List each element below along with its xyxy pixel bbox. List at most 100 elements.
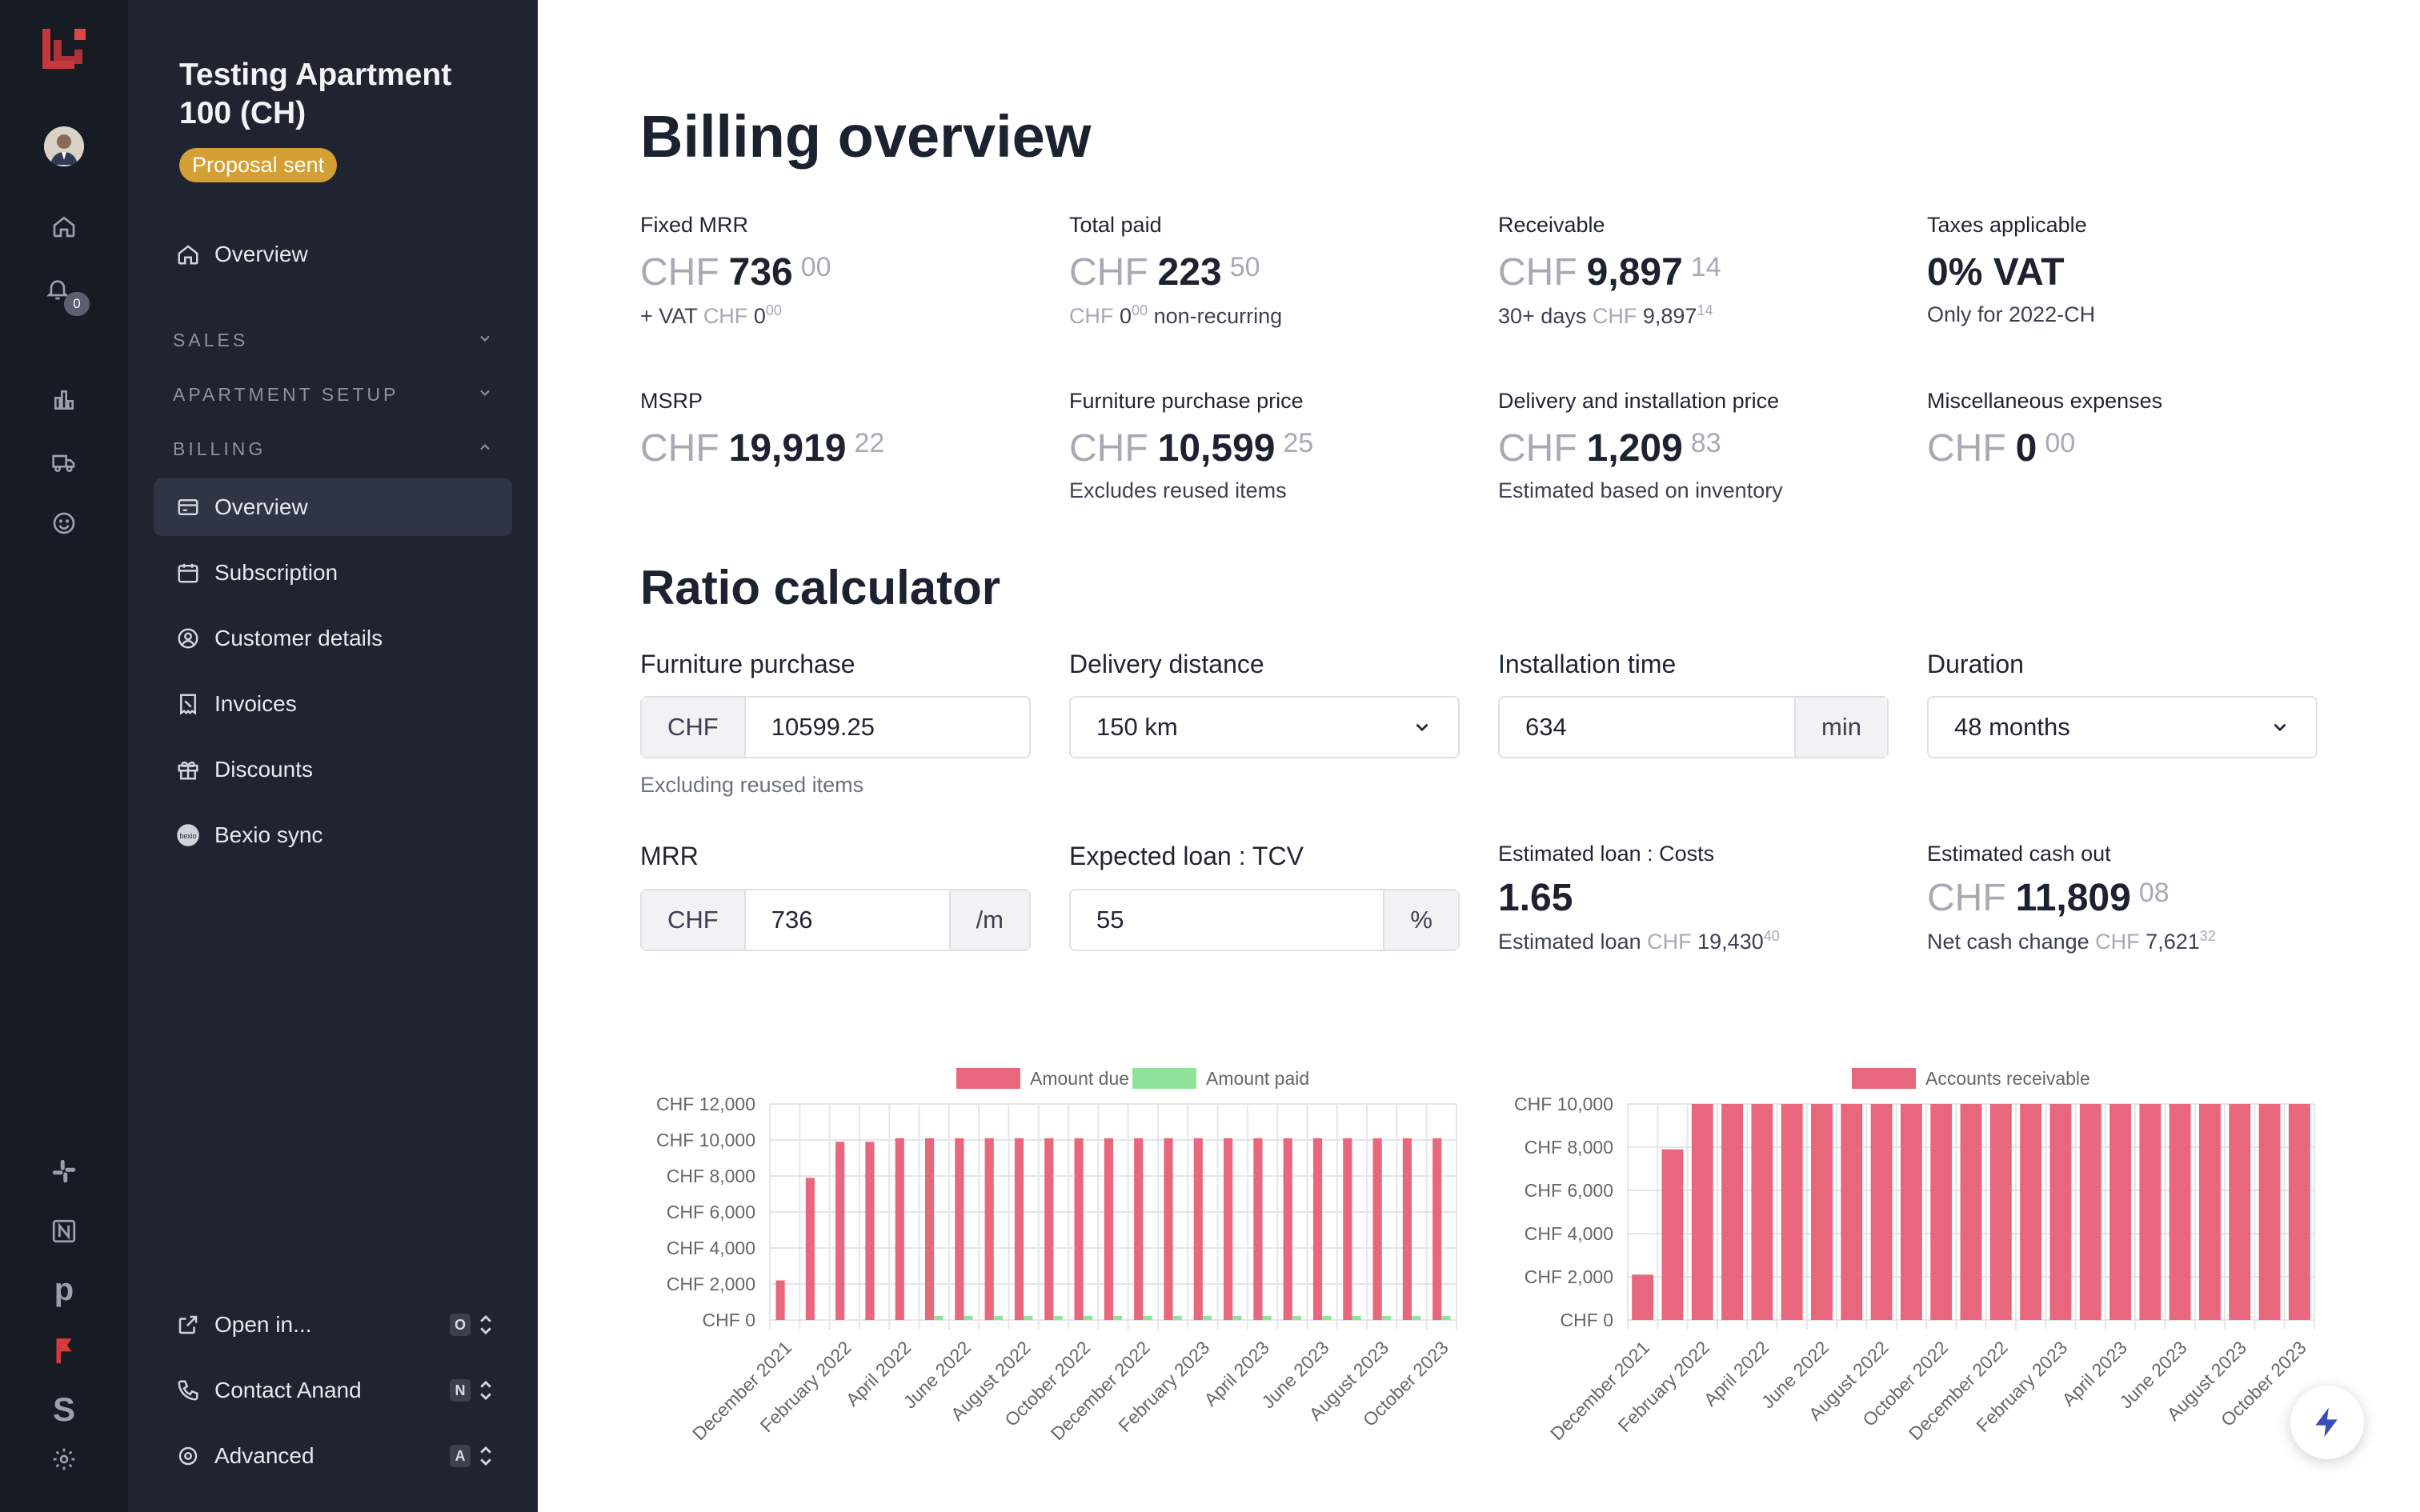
stat-fixed-mrr: Fixed MRR CHF 736 00 + VAT CHF 000 [640, 213, 1056, 329]
flag-icon[interactable] [49, 1334, 79, 1366]
stat-sub: CHF 000 non-recurring [1069, 302, 1485, 329]
chevron-down-icon [2274, 723, 2286, 732]
bar [1402, 1138, 1412, 1320]
notification-count-badge: 0 [64, 292, 90, 316]
chart-icon[interactable] [50, 386, 78, 414]
contact-label: Contact Anand [214, 1378, 362, 1402]
y-tick-label: CHF 8,000 [667, 1166, 755, 1186]
open-in-button[interactable]: Open in... O [154, 1296, 512, 1354]
section-sales[interactable]: SALES [173, 330, 493, 351]
installation-time-input[interactable]: 634 [1525, 713, 1567, 741]
contact-button[interactable]: Contact Anand N [154, 1362, 512, 1419]
duration-select[interactable]: 48 months [1927, 696, 2318, 758]
bell-icon[interactable]: 0 [40, 276, 90, 316]
stat-currency: CHF [1069, 427, 1148, 470]
bar [1381, 1315, 1391, 1320]
stat-label: Estimated loan : Costs [1498, 842, 1715, 866]
y-tick-label: CHF 12,000 [656, 1094, 755, 1114]
sub-cents: 00 [1132, 302, 1148, 318]
sidebar-item-label: Overview [214, 494, 308, 519]
advanced-button[interactable]: Advanced A [154, 1427, 512, 1485]
mrr-field[interactable]: CHF 736 /m [640, 889, 1031, 951]
installation-time-field[interactable]: 634 min [1498, 696, 1889, 758]
legend-swatch [956, 1068, 1020, 1089]
bexio-icon: bexio [174, 822, 202, 849]
sidebar-item-billing-overview[interactable]: Overview [154, 478, 512, 536]
stat-value: 0% VAT [1927, 250, 2343, 294]
quick-action-button[interactable] [2290, 1386, 2364, 1459]
stat-currency: CHF [1069, 251, 1148, 294]
stat-label: Total paid [1069, 213, 1162, 237]
stat-miscellaneous-expenses: Miscellaneous expenses CHF 0 00 [1927, 389, 2343, 470]
sidebar-item-overview[interactable]: Overview [154, 226, 512, 283]
bar [1044, 1138, 1054, 1320]
sidebar-item-customer-details[interactable]: Customer details [154, 610, 512, 667]
calendar-icon [174, 559, 202, 586]
furniture-purchase-input[interactable]: 10599.25 [771, 713, 875, 741]
bar [1930, 1104, 1953, 1320]
receipt-icon [174, 690, 202, 718]
stat-label: Taxes applicable [1927, 213, 2087, 237]
stat-currency: CHF [640, 251, 719, 294]
y-tick-label: CHF 8,000 [1525, 1137, 1613, 1158]
chevron-updown-icon [480, 1314, 491, 1335]
furniture-purchase-field[interactable]: CHF 10599.25 [640, 696, 1031, 758]
chevron-up-icon [477, 438, 493, 460]
truck-icon[interactable] [50, 448, 78, 477]
bar [2169, 1104, 2191, 1320]
stat-main: 223 [1157, 251, 1222, 294]
y-tick-label: CHF 10,000 [1514, 1094, 1613, 1114]
stat-main: 0% VAT [1927, 251, 2065, 294]
loan-tcv-label: Expected loan : TCV [1069, 842, 1304, 870]
x-tick-label: December 2021 [1546, 1337, 1653, 1444]
sidebar-item-label: Customer details [214, 626, 383, 650]
stripe-icon[interactable]: S [52, 1390, 75, 1428]
stat-currency: CHF [1927, 877, 2006, 919]
sidebar-item-subscription[interactable]: Subscription [154, 544, 512, 602]
delivery-distance-select[interactable]: 150 km [1069, 696, 1460, 758]
sidebar-item-bexio-sync[interactable]: bexio Bexio sync [154, 806, 512, 864]
bar [934, 1315, 944, 1320]
y-tick-label: CHF 4,000 [667, 1238, 755, 1258]
bar [1900, 1104, 1922, 1320]
bar [1014, 1138, 1024, 1320]
stat-value: CHF 11,809 08 [1927, 876, 2343, 920]
bar [1053, 1315, 1063, 1320]
bar [895, 1138, 904, 1320]
stat-main: 11,809 [2015, 877, 2131, 919]
logo-icon[interactable] [36, 22, 92, 78]
legend-label: Amount paid [1206, 1068, 1309, 1089]
mrr-input[interactable]: 736 [771, 906, 813, 934]
loan-tcv-field[interactable]: 55 % [1069, 889, 1460, 951]
sub-text: Only for 2022-CH [1927, 302, 2096, 326]
smile-icon[interactable] [50, 509, 78, 538]
estimated-cash-out: Estimated cash out CHF 11,809 08 Net cash … [1927, 842, 2343, 954]
home-icon[interactable] [50, 212, 78, 241]
sidebar-item-invoices[interactable]: Invoices [154, 675, 512, 733]
slack-icon[interactable] [49, 1156, 79, 1186]
section-billing[interactable]: BILLING [173, 438, 493, 460]
y-tick-label: CHF 2,000 [667, 1274, 755, 1294]
bar [835, 1142, 845, 1320]
notion-icon[interactable] [49, 1216, 79, 1246]
pipedrive-icon[interactable]: p [54, 1271, 74, 1307]
shortcut: O [450, 1314, 493, 1336]
bar [2199, 1104, 2221, 1320]
bar [924, 1138, 935, 1320]
bar [1224, 1138, 1233, 1320]
stat-total-paid: Total paid CHF 223 50 CHF 000 non-recurring [1069, 213, 1485, 329]
legend-swatch [1132, 1068, 1196, 1089]
bar [2079, 1104, 2101, 1320]
avatar[interactable] [44, 126, 84, 166]
settings-icon[interactable] [50, 1445, 78, 1474]
phone-icon [174, 1377, 202, 1404]
stat-sub: 30+ days CHF 9,89714 [1498, 302, 1914, 329]
bar [1441, 1315, 1451, 1320]
loan-tcv-input[interactable]: 55 [1096, 906, 1124, 934]
bar [2288, 1104, 2310, 1320]
shortcut: N [450, 1379, 493, 1402]
sidebar-item-discounts[interactable]: Discounts [154, 741, 512, 798]
sub-currency: CHF [703, 304, 748, 328]
stat-cents: 00 [2045, 428, 2076, 458]
section-apartment-setup[interactable]: APARTMENT SETUP [173, 384, 493, 406]
